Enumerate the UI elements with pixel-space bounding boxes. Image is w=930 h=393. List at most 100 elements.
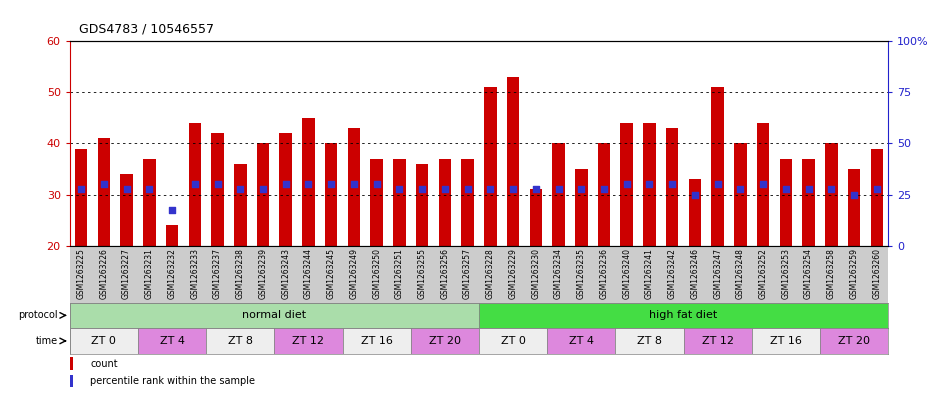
Bar	[416, 164, 429, 246]
Text: ZT 0: ZT 0	[91, 336, 116, 346]
Text: high fat diet: high fat diet	[649, 310, 718, 320]
Point	[460, 186, 475, 193]
Text: GSM1263225: GSM1263225	[76, 248, 86, 299]
Bar	[820, 328, 888, 354]
Text: GSM1263243: GSM1263243	[281, 248, 290, 299]
Text: GSM1263229: GSM1263229	[509, 248, 518, 299]
Bar	[74, 149, 87, 246]
Text: GSM1263235: GSM1263235	[577, 248, 586, 299]
Text: GSM1263238: GSM1263238	[235, 248, 245, 299]
Bar	[479, 328, 547, 354]
Point	[619, 181, 634, 187]
Bar	[166, 225, 179, 246]
Bar	[620, 123, 633, 246]
Bar	[870, 149, 883, 246]
Point	[574, 186, 589, 193]
Point	[97, 181, 112, 187]
Bar	[370, 159, 383, 246]
Text: ZT 16: ZT 16	[361, 336, 392, 346]
Bar	[479, 303, 888, 328]
Text: ZT 4: ZT 4	[160, 336, 184, 346]
Text: GSM1263232: GSM1263232	[167, 248, 177, 299]
Bar	[257, 143, 269, 246]
Text: GSM1263248: GSM1263248	[736, 248, 745, 299]
Text: GSM1263245: GSM1263245	[326, 248, 336, 299]
Point	[324, 181, 339, 187]
Point	[73, 186, 88, 193]
Text: GSM1263249: GSM1263249	[350, 248, 358, 299]
Text: ZT 20: ZT 20	[429, 336, 461, 346]
Bar	[70, 303, 479, 328]
Bar	[575, 169, 588, 246]
Bar	[342, 328, 411, 354]
Point	[415, 186, 430, 193]
Text: count: count	[90, 358, 118, 369]
Text: GSM1263257: GSM1263257	[463, 248, 472, 299]
Point	[437, 186, 452, 193]
Bar	[274, 328, 342, 354]
Text: ZT 0: ZT 0	[500, 336, 525, 346]
Bar	[547, 328, 616, 354]
Bar	[70, 357, 73, 369]
Text: GSM1263251: GSM1263251	[395, 248, 404, 299]
Text: normal diet: normal diet	[243, 310, 306, 320]
Text: ZT 4: ZT 4	[569, 336, 593, 346]
Point	[347, 181, 362, 187]
Bar	[848, 169, 860, 246]
Point	[528, 186, 543, 193]
Text: GSM1263254: GSM1263254	[804, 248, 813, 299]
Point	[870, 186, 884, 193]
Point	[165, 207, 179, 213]
Bar	[779, 159, 792, 246]
Text: GSM1263256: GSM1263256	[440, 248, 449, 299]
Bar	[666, 128, 678, 246]
Point	[232, 186, 247, 193]
Point	[801, 186, 816, 193]
Bar	[688, 179, 701, 246]
Bar	[138, 328, 206, 354]
Text: GSM1263231: GSM1263231	[145, 248, 153, 299]
Bar	[598, 143, 610, 246]
Text: GSM1263242: GSM1263242	[668, 248, 677, 299]
Bar	[825, 143, 838, 246]
Bar	[70, 328, 138, 354]
Text: GSM1263247: GSM1263247	[713, 248, 723, 299]
Text: ZT 20: ZT 20	[838, 336, 870, 346]
Text: GSM1263241: GSM1263241	[644, 248, 654, 299]
Bar	[302, 118, 314, 246]
Bar	[552, 143, 565, 246]
Bar	[507, 77, 519, 246]
Text: GSM1263226: GSM1263226	[100, 248, 109, 299]
Point	[278, 181, 293, 187]
Point	[187, 181, 202, 187]
Bar	[734, 143, 747, 246]
Point	[551, 186, 566, 193]
Bar	[189, 123, 201, 246]
Point	[778, 186, 793, 193]
Bar	[616, 328, 684, 354]
Text: GSM1263253: GSM1263253	[781, 248, 790, 299]
Bar	[644, 123, 656, 246]
Point	[733, 186, 748, 193]
Bar	[684, 328, 751, 354]
Text: ZT 16: ZT 16	[770, 336, 802, 346]
Bar	[803, 159, 815, 246]
Point	[687, 191, 702, 198]
Text: GSM1263239: GSM1263239	[259, 248, 268, 299]
Text: GDS4783 / 10546557: GDS4783 / 10546557	[79, 22, 214, 35]
Text: GSM1263260: GSM1263260	[872, 248, 882, 299]
Text: GSM1263250: GSM1263250	[372, 248, 381, 299]
Point	[596, 186, 611, 193]
Bar	[411, 328, 479, 354]
Text: GSM1263236: GSM1263236	[600, 248, 608, 299]
Point	[711, 181, 725, 187]
Text: ZT 12: ZT 12	[701, 336, 734, 346]
Text: GSM1263230: GSM1263230	[531, 248, 540, 299]
Text: GSM1263234: GSM1263234	[554, 248, 563, 299]
Point	[301, 181, 316, 187]
Point	[256, 186, 271, 193]
Bar	[529, 189, 542, 246]
Text: ZT 8: ZT 8	[637, 336, 662, 346]
Text: GSM1263255: GSM1263255	[418, 248, 427, 299]
Point	[665, 181, 680, 187]
